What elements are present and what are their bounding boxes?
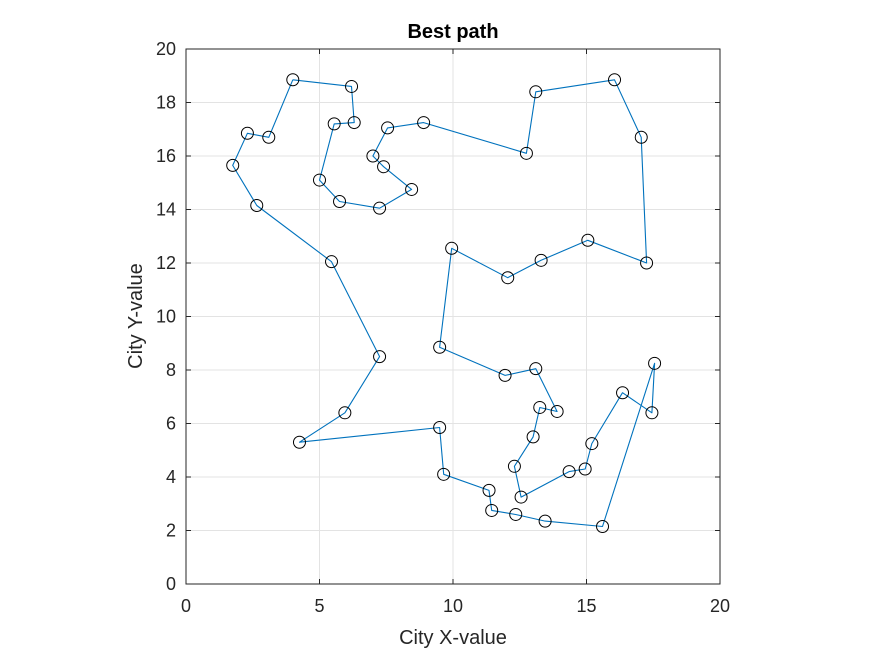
ticks: 0 5 10 15 20 0 2 4 6 8 10 12 14 16 18 20 xyxy=(156,39,730,616)
city-marker xyxy=(640,256,654,270)
city-marker xyxy=(596,519,610,533)
city-marker xyxy=(433,421,447,435)
path-layer xyxy=(232,79,656,528)
city-marker xyxy=(366,149,380,163)
city-marker xyxy=(433,340,447,354)
city-marker xyxy=(373,201,387,215)
city-marker xyxy=(482,483,496,497)
y-tick-label: 0 xyxy=(166,574,176,594)
city-marker xyxy=(608,73,622,87)
city-marker xyxy=(345,79,359,93)
city-marker xyxy=(526,430,540,444)
y-tick-label: 2 xyxy=(166,521,176,541)
x-tick-label: 0 xyxy=(181,596,191,616)
y-tick-label: 20 xyxy=(156,39,176,59)
y-tick-label: 16 xyxy=(156,146,176,166)
city-marker xyxy=(538,514,552,528)
city-marker xyxy=(240,126,254,140)
city-marker xyxy=(648,356,662,370)
grid xyxy=(186,49,720,584)
city-marker xyxy=(498,368,512,382)
city-marker xyxy=(377,160,391,174)
city-marker xyxy=(327,117,341,131)
city-marker xyxy=(325,255,339,269)
y-tick-label: 8 xyxy=(166,360,176,380)
y-axis-label: City Y-value xyxy=(125,263,147,369)
city-marker xyxy=(645,406,659,420)
city-marker xyxy=(286,73,300,87)
city-marker xyxy=(333,194,347,208)
y-tick-label: 18 xyxy=(156,93,176,113)
y-tick-label: 14 xyxy=(156,200,176,220)
x-tick-label: 10 xyxy=(443,596,463,616)
city-marker xyxy=(445,241,459,255)
city-marker xyxy=(550,404,564,418)
city-marker xyxy=(529,85,543,99)
city-marker xyxy=(562,465,576,479)
city-marker xyxy=(507,459,521,473)
city-marker xyxy=(338,406,352,420)
city-marker xyxy=(485,503,499,517)
city-marker xyxy=(381,121,395,135)
city-marker xyxy=(578,462,592,476)
y-tick-label: 12 xyxy=(156,253,176,273)
city-marker xyxy=(514,490,528,504)
city-marker xyxy=(501,271,515,285)
city-marker xyxy=(437,467,451,481)
city-marker xyxy=(250,198,264,212)
city-marker xyxy=(519,146,533,160)
city-marker xyxy=(373,350,387,364)
city-marker xyxy=(313,173,326,187)
city-marker xyxy=(262,130,276,144)
path-line xyxy=(232,79,656,528)
city-marker xyxy=(616,386,630,400)
y-tick-label: 4 xyxy=(166,467,176,487)
chart-title: Best path xyxy=(407,21,498,43)
city-marker xyxy=(405,182,419,196)
x-tick-label: 5 xyxy=(314,596,324,616)
x-tick-label: 20 xyxy=(710,596,730,616)
city-marker xyxy=(533,400,547,414)
city-marker xyxy=(347,116,361,130)
city-marker xyxy=(509,507,523,521)
marker-layer xyxy=(226,73,662,533)
x-tick-label: 15 xyxy=(576,596,596,616)
city-marker xyxy=(292,435,306,449)
city-marker xyxy=(581,233,595,247)
city-marker xyxy=(529,362,543,376)
city-marker xyxy=(585,437,599,451)
y-tick-label: 6 xyxy=(166,414,176,434)
city-marker xyxy=(534,253,548,267)
city-marker xyxy=(226,158,240,172)
city-marker xyxy=(634,130,648,144)
city-marker xyxy=(417,116,431,130)
x-axis-label: City X-value xyxy=(399,627,507,649)
y-tick-label: 10 xyxy=(156,307,176,327)
